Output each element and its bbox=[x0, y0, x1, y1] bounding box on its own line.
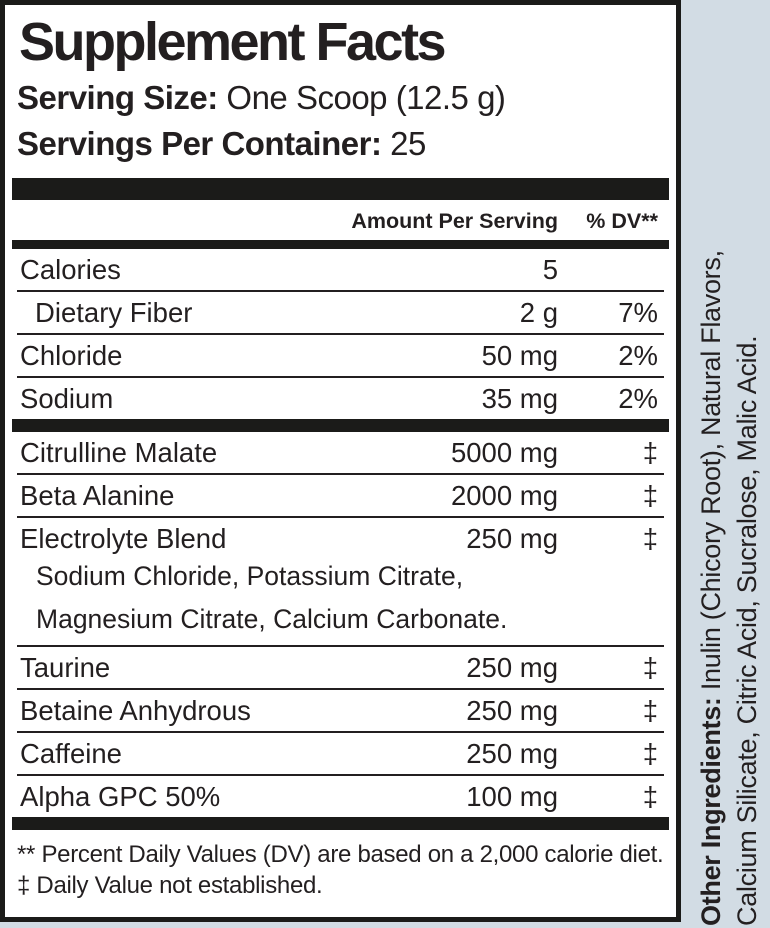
ingredient-name: Alpha GPC 50% bbox=[20, 780, 221, 812]
table-row: Beta Alanine 2000 mg ‡ bbox=[17, 475, 664, 519]
sub-ingredients-line: Sodium Chloride, Potassium Citrate, bbox=[36, 561, 464, 592]
ingredient-name: Sodium bbox=[20, 382, 114, 414]
table-row: Caffeine 250 mg ‡ bbox=[17, 733, 664, 777]
ingredient-name: Beta Alanine bbox=[20, 479, 175, 511]
table-row: Citrulline Malate 5000 mg ‡ bbox=[17, 432, 664, 476]
table-row: Chloride 50 mg 2% bbox=[17, 335, 664, 379]
ingredient-amount: 50 mg bbox=[481, 339, 558, 371]
other-ingredients-label: Other Ingredients: bbox=[696, 697, 726, 926]
ingredient-dv: ‡ bbox=[642, 436, 658, 468]
ingredient-dv: ‡ bbox=[642, 780, 658, 812]
table-row-main: Betaine Anhydrous 250 mg ‡ bbox=[17, 690, 664, 731]
ingredient-dv: ‡ bbox=[642, 694, 658, 726]
dv-column-header: % DV** bbox=[586, 209, 658, 234]
ingredient-amount: 2 g bbox=[519, 296, 558, 328]
top-thick-bar bbox=[12, 178, 669, 201]
table-row: Alpha GPC 50% 100 mg ‡ bbox=[17, 776, 664, 817]
table-row-main: Taurine 250 mg ‡ bbox=[17, 647, 664, 688]
ingredient-amount: 5 bbox=[542, 253, 558, 285]
column-header-row: Amount Per Serving % DV** bbox=[17, 200, 664, 240]
table-row-main: Alpha GPC 50% 100 mg ‡ bbox=[17, 776, 664, 817]
table-row-main: Beta Alanine 2000 mg ‡ bbox=[17, 475, 664, 516]
ingredient-name: Dietary Fiber bbox=[35, 296, 193, 328]
other-ingredients-line-2: Calcium Silicate, Citric Acid, Sucralose… bbox=[732, 335, 762, 926]
table-row: Electrolyte Blend 250 mg ‡ Sodium Chlori… bbox=[17, 518, 664, 648]
ingredient-dv: ‡ bbox=[642, 522, 658, 554]
panel-title: Supplement Facts bbox=[19, 12, 447, 72]
footnote-daily-values: ** Percent Daily Values (DV) are based o… bbox=[17, 841, 664, 869]
table-row-main: Citrulline Malate 5000 mg ‡ bbox=[17, 432, 664, 473]
table-row: Betaine Anhydrous 250 mg ‡ bbox=[17, 690, 664, 734]
ingredient-amount: 250 mg bbox=[466, 694, 558, 726]
table-row-main: Calories 5 bbox=[17, 249, 664, 290]
table-row-main: Dietary Fiber 2 g 7% bbox=[17, 292, 664, 333]
servings-per-container-value: 25 bbox=[390, 125, 426, 163]
serving-size-line: Serving Size: One Scoop (12.5 g) bbox=[17, 79, 664, 117]
ingredient-dv: 2% bbox=[618, 339, 658, 371]
servings-per-container-label: Servings Per Container: bbox=[17, 125, 382, 163]
header-divider-bar bbox=[12, 240, 669, 250]
other-ingredients-line-1: Other Ingredients: Inulin (Chicory Root)… bbox=[693, 4, 729, 926]
footnotes-block: ** Percent Daily Values (DV) are based o… bbox=[17, 839, 664, 901]
serving-size-label: Serving Size: bbox=[17, 79, 218, 117]
amount-column-header: Amount Per Serving bbox=[351, 209, 558, 234]
table-row: Sodium 35 mg 2% bbox=[17, 378, 664, 419]
ingredient-amount: 250 mg bbox=[466, 651, 558, 683]
ingredient-dv: 2% bbox=[618, 382, 658, 414]
ingredient-amount: 2000 mg bbox=[450, 479, 558, 511]
ingredient-name: Taurine bbox=[20, 651, 111, 683]
ingredient-name: Electrolyte Blend bbox=[20, 522, 227, 554]
mid-thick-bar bbox=[12, 419, 669, 433]
table-row: Calories 5 bbox=[17, 249, 664, 293]
other-ingredients-vertical-text: Other Ingredients: Inulin (Chicory Root)… bbox=[693, 4, 765, 926]
table-row: Taurine 250 mg ‡ bbox=[17, 647, 664, 691]
servings-per-container-line: Servings Per Container: 25 bbox=[17, 125, 664, 163]
table-row-main: Chloride 50 mg 2% bbox=[17, 335, 664, 376]
ingredient-name: Calories bbox=[20, 253, 121, 285]
ingredient-amount: 250 mg bbox=[466, 737, 558, 769]
facts-table-section-actives: Citrulline Malate 5000 mg ‡ Beta Alanine… bbox=[17, 432, 664, 817]
supplement-facts-panel: Supplement Facts Serving Size: One Scoop… bbox=[0, 0, 681, 922]
ingredient-amount: 35 mg bbox=[481, 382, 558, 414]
footnote-dv-not-established: ‡ Daily Value not established. bbox=[17, 872, 323, 900]
ingredient-amount: 5000 mg bbox=[450, 436, 558, 468]
ingredient-name: Citrulline Malate bbox=[20, 436, 218, 468]
bottom-thick-bar bbox=[12, 817, 669, 831]
table-row-main: Sodium 35 mg 2% bbox=[17, 378, 664, 419]
ingredient-dv: ‡ bbox=[642, 479, 658, 511]
ingredient-name: Betaine Anhydrous bbox=[20, 694, 251, 726]
table-row: Dietary Fiber 2 g 7% bbox=[17, 292, 664, 336]
ingredient-name: Chloride bbox=[20, 339, 123, 371]
ingredient-dv: 7% bbox=[618, 296, 658, 328]
other-ingredients-line-1-rest: Inulin (Chicory Root), Natural Flavors, bbox=[696, 250, 726, 698]
table-row-main: Caffeine 250 mg ‡ bbox=[17, 733, 664, 774]
serving-size-value: One Scoop (12.5 g) bbox=[226, 79, 506, 117]
facts-table-section-nutrients: Calories 5 Dietary Fiber 2 g 7% Chloride… bbox=[17, 249, 664, 419]
ingredient-name: Caffeine bbox=[20, 737, 122, 769]
table-row-main: Electrolyte Blend 250 mg ‡ bbox=[17, 518, 664, 559]
ingredient-dv: ‡ bbox=[642, 651, 658, 683]
sub-ingredients-line: Magnesium Citrate, Calcium Carbonate. bbox=[36, 604, 508, 635]
ingredient-dv: ‡ bbox=[642, 737, 658, 769]
ingredient-amount: 250 mg bbox=[466, 522, 558, 554]
ingredient-amount: 100 mg bbox=[466, 780, 558, 812]
